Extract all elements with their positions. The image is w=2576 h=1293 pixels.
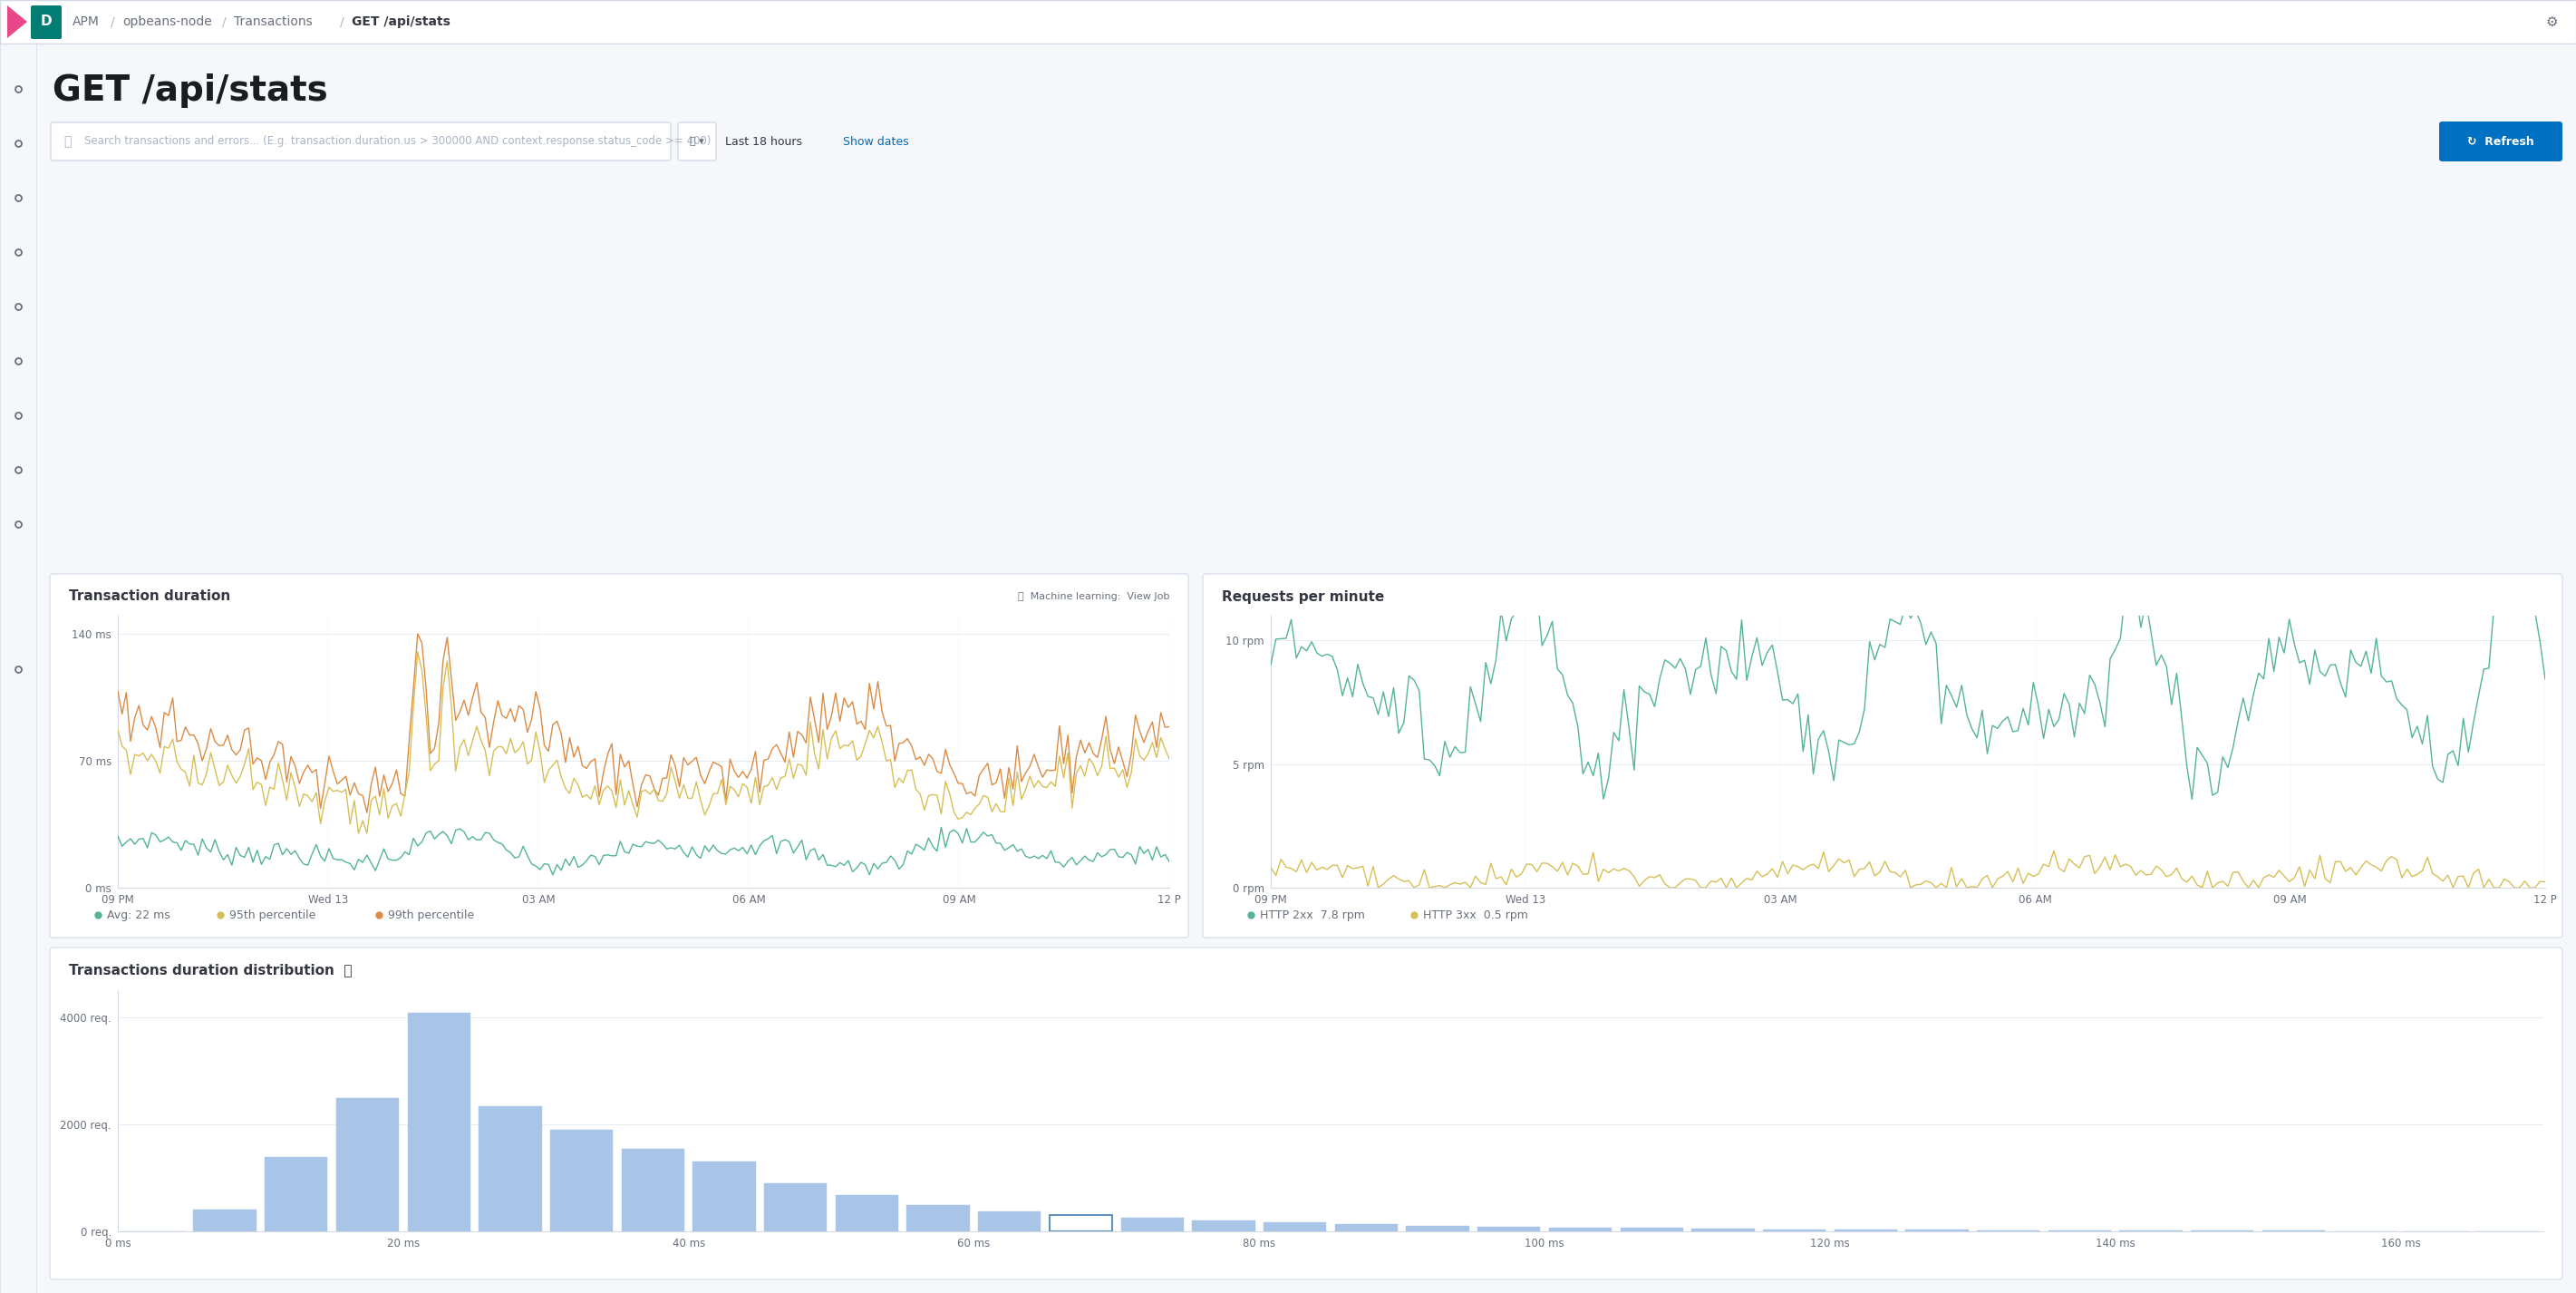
Text: 🔍: 🔍 <box>64 134 72 147</box>
FancyBboxPatch shape <box>49 574 1188 937</box>
FancyBboxPatch shape <box>1203 574 2563 937</box>
Bar <box>1620 1228 1682 1231</box>
Text: 99th percentile: 99th percentile <box>389 909 474 921</box>
Text: /: / <box>222 16 227 28</box>
FancyBboxPatch shape <box>0 44 36 1293</box>
Polygon shape <box>8 5 28 37</box>
Bar <box>693 1162 755 1231</box>
FancyBboxPatch shape <box>52 123 670 160</box>
Bar <box>979 1212 1041 1231</box>
FancyBboxPatch shape <box>0 0 2576 44</box>
Bar <box>1334 1224 1399 1231</box>
Bar <box>193 1210 255 1231</box>
Text: /: / <box>340 16 345 28</box>
Text: D: D <box>41 16 52 28</box>
Text: opbeans-node: opbeans-node <box>124 16 211 28</box>
Bar <box>1193 1221 1255 1231</box>
Bar <box>265 1156 327 1231</box>
Bar <box>1265 1223 1327 1231</box>
Bar <box>1762 1230 1826 1231</box>
FancyBboxPatch shape <box>677 123 716 160</box>
Bar <box>1479 1227 1540 1231</box>
Text: HTTP 3xx  0.5 rpm: HTTP 3xx 0.5 rpm <box>1422 909 1528 921</box>
Text: GET /api/stats: GET /api/stats <box>353 16 451 28</box>
Bar <box>765 1183 827 1231</box>
Bar <box>1834 1230 1896 1231</box>
Text: Avg: 22 ms: Avg: 22 ms <box>108 909 170 921</box>
Text: Show dates: Show dates <box>842 136 909 147</box>
Bar <box>1406 1226 1468 1231</box>
Bar <box>1048 1215 1113 1231</box>
Text: HTTP 2xx  7.8 rpm: HTTP 2xx 7.8 rpm <box>1260 909 1365 921</box>
Text: 📅 ▾: 📅 ▾ <box>690 137 703 146</box>
Text: Requests per minute: Requests per minute <box>1221 590 1383 604</box>
Bar <box>907 1205 969 1231</box>
Text: Transactions duration distribution  ⓘ: Transactions duration distribution ⓘ <box>70 963 353 978</box>
Bar <box>835 1195 899 1231</box>
Bar <box>1906 1230 1968 1231</box>
Text: Transactions: Transactions <box>234 16 312 28</box>
Text: Search transactions and errors... (E.g. transaction.duration.us > 300000 AND con: Search transactions and errors... (E.g. … <box>85 136 711 147</box>
Text: /: / <box>111 16 116 28</box>
Bar <box>407 1012 471 1231</box>
Text: APM: APM <box>72 16 100 28</box>
Text: Transaction duration: Transaction duration <box>70 590 229 604</box>
Text: Last 18 hours: Last 18 hours <box>724 136 801 147</box>
Bar <box>1548 1227 1613 1231</box>
Bar <box>479 1106 541 1231</box>
Bar <box>551 1130 613 1231</box>
Bar <box>621 1148 685 1231</box>
FancyBboxPatch shape <box>2439 122 2563 162</box>
Text: ⓘ  Machine learning:  View Job: ⓘ Machine learning: View Job <box>1018 592 1170 601</box>
Text: ↻  Refresh: ↻ Refresh <box>2468 136 2535 147</box>
Text: 95th percentile: 95th percentile <box>229 909 317 921</box>
Bar <box>1692 1228 1754 1231</box>
Bar <box>1121 1218 1182 1231</box>
FancyBboxPatch shape <box>31 5 62 39</box>
Text: GET /api/stats: GET /api/stats <box>52 74 327 107</box>
Text: ⚙: ⚙ <box>2545 16 2558 28</box>
Bar <box>335 1098 399 1231</box>
FancyBboxPatch shape <box>49 948 2563 1279</box>
